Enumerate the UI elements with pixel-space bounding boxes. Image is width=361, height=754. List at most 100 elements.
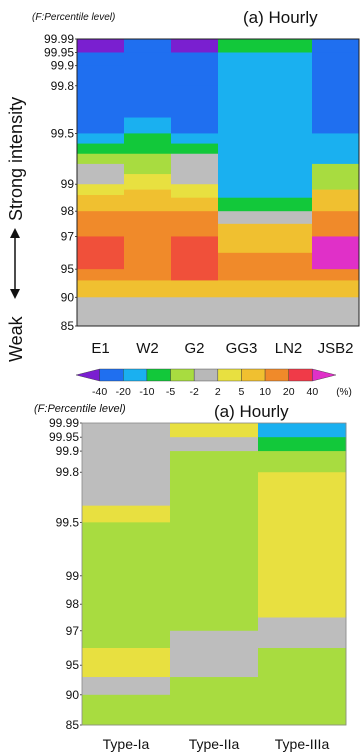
heatmap-cell <box>124 133 172 155</box>
heatmap-cell <box>171 184 219 199</box>
heatmap-cell <box>171 39 219 53</box>
y-tick-label: 99.99 <box>49 416 79 430</box>
legend-color-swatch <box>217 368 242 382</box>
y-tick-label: 97 <box>66 624 80 638</box>
y-tick-label: 90 <box>66 688 80 702</box>
y-tick-label: 99.95 <box>44 45 74 59</box>
heatmap-cell <box>218 297 266 327</box>
legend-tick-label: -5 <box>166 386 175 398</box>
y-tick-label: 85 <box>66 718 80 732</box>
heatmap-cell <box>265 39 313 53</box>
bottom-heatmap-cells <box>82 423 347 726</box>
heatmap-cell <box>77 297 125 327</box>
heatmap-cell <box>82 647 171 678</box>
heatmap-cell <box>82 505 171 523</box>
heatmap-cell <box>218 65 266 199</box>
column-label: Type-IIa <box>189 736 240 752</box>
heatmap-cell <box>77 280 125 298</box>
heatmap-cell <box>124 117 172 134</box>
heatmap-cell <box>312 269 360 281</box>
heatmap-cell <box>124 189 172 212</box>
heatmap-cell <box>170 630 259 678</box>
heatmap-cell <box>312 280 360 298</box>
heatmap-cell <box>82 677 171 696</box>
legend-tick-label: -40 <box>92 386 107 398</box>
y-tick-label: 99 <box>66 569 80 583</box>
heatmap-cell <box>312 39 360 53</box>
column-label: GG3 <box>226 340 258 357</box>
heatmap-cell <box>258 423 347 438</box>
heatmap-cell <box>312 211 360 237</box>
heatmap-cell <box>77 163 125 185</box>
heatmap-cell <box>82 694 171 726</box>
heatmap-cell <box>258 617 347 649</box>
heatmap-cell <box>171 133 219 144</box>
y-tick-label: 97 <box>61 229 75 243</box>
bottom-percentile-note: (F:Percentile level) <box>34 403 126 415</box>
heatmap-cell <box>77 184 125 196</box>
intensity-arrow <box>10 228 20 299</box>
y-tick-label: 99.8 <box>51 79 75 93</box>
legend-color-swatch <box>264 368 289 382</box>
legend-color-swatch <box>193 368 219 382</box>
heatmap-cell <box>77 143 125 155</box>
heatmap-cell <box>265 223 313 254</box>
heatmap-cell <box>77 133 125 144</box>
heatmap-cell <box>82 522 171 649</box>
top-column-labels: E1 W2 G2 GG3 LN2 JSB2 <box>91 340 353 357</box>
y-tick-label: 98 <box>66 597 80 611</box>
column-label: Type-Ia <box>103 736 150 752</box>
heatmap-cell <box>170 437 259 452</box>
heatmap-cell <box>124 174 172 191</box>
heatmap-cell <box>171 85 219 134</box>
heatmap-cell <box>171 236 219 281</box>
legend-tick-label: 2 <box>215 386 221 398</box>
heatmap-cell <box>171 280 219 298</box>
legend-color-swatch <box>170 368 195 382</box>
legend-color-swatch <box>146 368 171 382</box>
y-tick-label: 90 <box>61 290 75 304</box>
heatmap-cell <box>77 236 125 270</box>
heatmap-cell <box>265 280 313 298</box>
heatmap-cell <box>218 197 266 212</box>
y-tick-label: 99.5 <box>51 126 75 140</box>
heatmap-cell <box>171 297 219 327</box>
color-legend: -40 -20 -10 -5 -2 2 5 10 20 40 (%) <box>75 368 352 398</box>
heatmap-cell <box>312 133 360 165</box>
y-tick-label: 99.99 <box>44 32 74 46</box>
y-tick-label: 95 <box>61 262 75 276</box>
y-tick-label: 95 <box>66 658 80 672</box>
y-tick-label: 85 <box>61 319 75 333</box>
column-label: LN2 <box>275 340 303 357</box>
heatmap-cell <box>218 211 266 225</box>
heatmap-cell <box>218 280 266 298</box>
y-tick-label: 99 <box>61 177 75 191</box>
bottom-column-labels: Type-Ia Type-IIa Type-IIIa <box>103 736 330 752</box>
heatmap-cell <box>124 280 172 298</box>
heatmap-cell <box>265 52 313 67</box>
bottom-plot-frame <box>81 422 347 726</box>
heatmap-cell <box>218 252 266 281</box>
heatmap-cell <box>258 472 347 618</box>
heatmap-cell <box>265 297 313 327</box>
strong-intensity-label: Strong intensity <box>6 97 26 221</box>
heatmap-cell <box>171 153 219 185</box>
heatmap-cell <box>258 647 347 726</box>
heatmap-cell <box>82 423 171 507</box>
legend-tick-label: 20 <box>283 386 295 398</box>
heatmap-cell <box>218 223 266 254</box>
column-label: E1 <box>91 340 109 357</box>
heatmap-cell <box>124 52 172 118</box>
heatmap-cell <box>170 677 259 726</box>
y-tick-label: 99.5 <box>56 515 80 529</box>
heatmap-cell <box>124 153 172 175</box>
bottom-chart-title: (a) Hourly <box>214 402 289 421</box>
legend-color-swatch <box>75 368 100 382</box>
column-label: G2 <box>184 340 204 357</box>
heatmap-cell <box>312 236 360 270</box>
heatmap-cell <box>77 153 125 165</box>
top-percentile-note: (F:Percentile level) <box>32 12 115 23</box>
column-label: Type-IIIa <box>275 736 330 752</box>
weak-label: Weak <box>6 315 26 362</box>
